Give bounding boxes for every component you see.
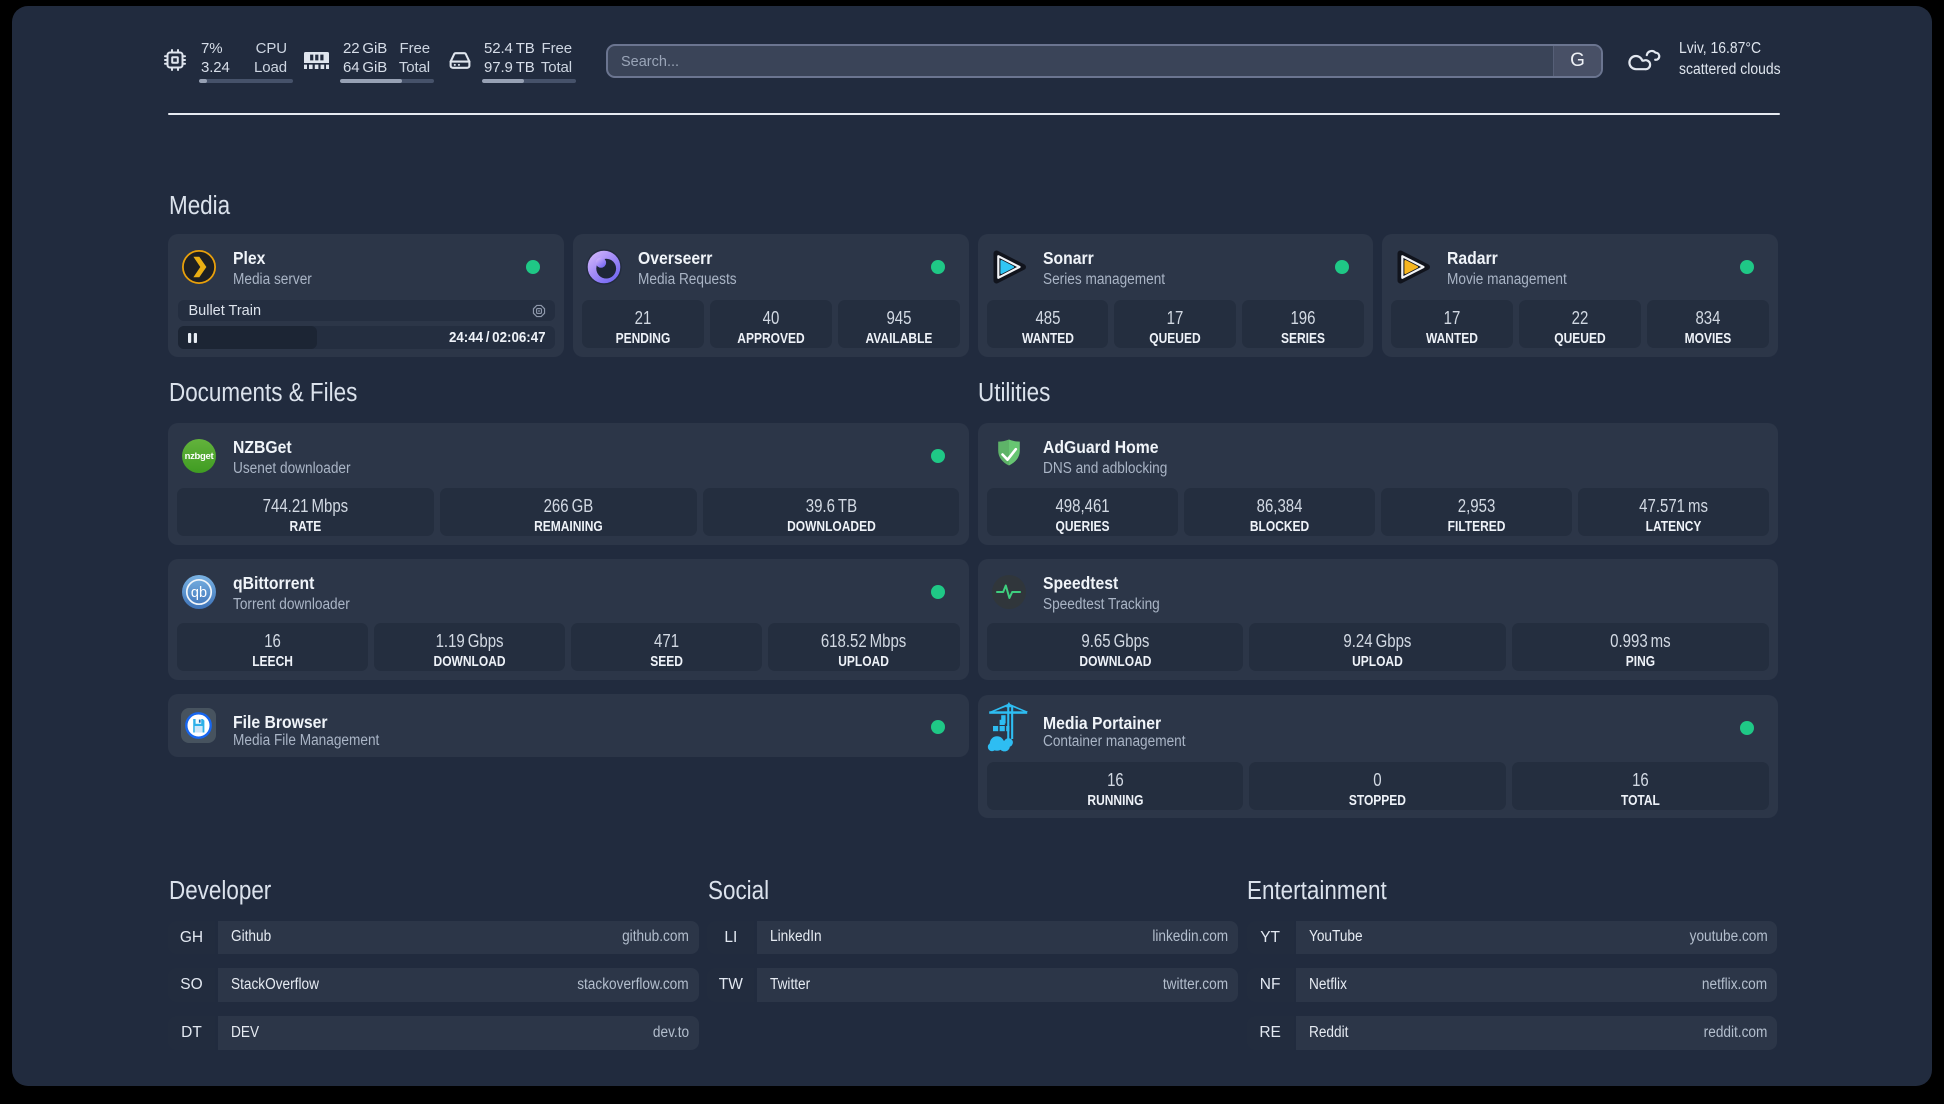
svg-text:nzbget: nzbget (185, 451, 215, 462)
svg-text:qb: qb (191, 585, 207, 601)
